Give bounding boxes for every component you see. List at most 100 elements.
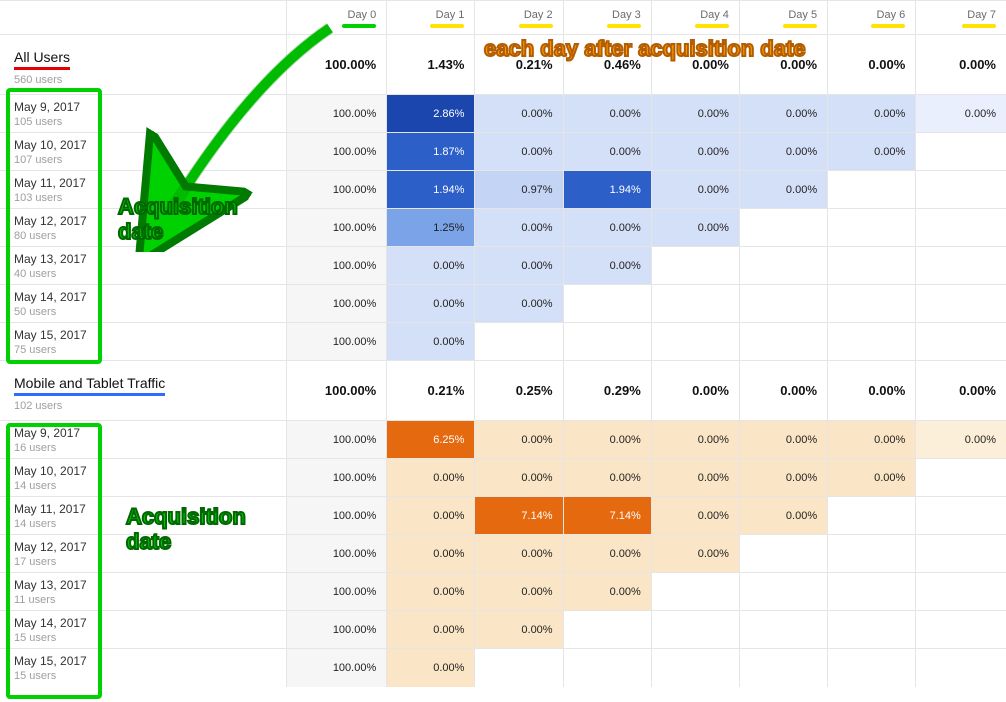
data-cell-value: 0.00% — [874, 434, 905, 446]
row-date: May 9, 2017 — [14, 426, 80, 440]
segment-summary-cell: 0.00% — [916, 35, 1006, 95]
header-day-4: Day 4 — [651, 1, 739, 35]
data-cell: 1.94% — [563, 171, 651, 209]
data-cell: 0.00% — [563, 573, 651, 611]
data-cell-value: 100.00% — [333, 434, 376, 446]
data-cell: 0.00% — [475, 421, 563, 459]
data-cell: 100.00% — [287, 247, 387, 285]
table-row: May 12, 201717 users100.00%0.00%0.00%0.0… — [0, 535, 1006, 573]
row-date: May 14, 2017 — [14, 616, 87, 630]
row-users: 14 users — [14, 480, 276, 492]
data-cell: 0.00% — [387, 459, 475, 497]
data-cell: 0.00% — [739, 133, 827, 171]
data-cell — [916, 649, 1006, 687]
row-users: 14 users — [14, 518, 276, 530]
data-cell: 1.87% — [387, 133, 475, 171]
data-cell-value: 0.00% — [786, 472, 817, 484]
data-cell: 0.00% — [651, 209, 739, 247]
cohort-table: Day 0Day 1Day 2Day 3Day 4Day 5Day 6Day 7… — [0, 0, 1006, 687]
data-cell — [916, 535, 1006, 573]
table-row: May 10, 201714 users100.00%0.00%0.00%0.0… — [0, 459, 1006, 497]
data-cell — [828, 535, 916, 573]
segment-header-1: Mobile and Tablet Traffic102 users100.00… — [0, 361, 1006, 421]
data-cell-value: 0.00% — [521, 108, 552, 120]
data-cell-value: 0.00% — [698, 184, 729, 196]
segment-summary-cell: 0.00% — [739, 361, 827, 421]
segment-link[interactable]: All Users — [14, 49, 70, 70]
table-row: May 13, 201740 users100.00%0.00%0.00%0.0… — [0, 247, 1006, 285]
row-label-cell: May 10, 2017107 users — [0, 133, 287, 171]
row-users: 40 users — [14, 268, 276, 280]
data-cell: 0.00% — [916, 421, 1006, 459]
segment-link[interactable]: Mobile and Tablet Traffic — [14, 375, 165, 396]
row-label-cell: May 13, 201740 users — [0, 247, 287, 285]
row-date: May 12, 2017 — [14, 214, 87, 228]
table-body: All Users560 users100.00%1.43%0.21%0.46%… — [0, 35, 1006, 687]
data-cell-value: 0.00% — [698, 108, 729, 120]
data-cell-value: 0.00% — [698, 434, 729, 446]
data-cell-value: 0.00% — [698, 548, 729, 560]
data-cell-value: 0.00% — [521, 624, 552, 636]
data-cell: 6.25% — [387, 421, 475, 459]
data-cell: 0.00% — [563, 535, 651, 573]
data-cell: 0.00% — [651, 133, 739, 171]
data-cell: 0.00% — [739, 459, 827, 497]
data-cell: 0.00% — [828, 421, 916, 459]
data-cell: 0.00% — [739, 421, 827, 459]
data-cell-value: 0.00% — [521, 548, 552, 560]
data-cell: 0.00% — [651, 421, 739, 459]
data-cell: 100.00% — [287, 497, 387, 535]
row-date: May 15, 2017 — [14, 328, 87, 342]
data-cell: 0.00% — [828, 133, 916, 171]
data-cell-value: 100.00% — [333, 624, 376, 636]
data-cell: 0.00% — [651, 497, 739, 535]
data-cell: 0.00% — [563, 209, 651, 247]
data-cell: 0.00% — [739, 171, 827, 209]
data-cell: 0.97% — [475, 171, 563, 209]
data-cell-value: 0.00% — [786, 184, 817, 196]
table-row: May 9, 2017105 users100.00%2.86%0.00%0.0… — [0, 95, 1006, 133]
row-date: May 12, 2017 — [14, 540, 87, 554]
data-cell-value: 1.94% — [433, 184, 464, 196]
data-cell-value: 0.00% — [610, 222, 641, 234]
data-cell — [651, 247, 739, 285]
header-day-1: Day 1 — [387, 1, 475, 35]
data-cell — [739, 247, 827, 285]
data-cell: 1.94% — [387, 171, 475, 209]
row-users: 15 users — [14, 632, 276, 644]
data-cell-value: 100.00% — [333, 108, 376, 120]
data-cell-value: 7.14% — [521, 510, 552, 522]
data-cell — [651, 285, 739, 323]
data-cell-value: 0.00% — [433, 336, 464, 348]
data-cell-value: 1.94% — [610, 184, 641, 196]
header-day-6: Day 6 — [828, 1, 916, 35]
data-cell-value: 0.00% — [433, 624, 464, 636]
row-date: May 10, 2017 — [14, 138, 87, 152]
data-cell — [828, 611, 916, 649]
data-cell-value: 0.00% — [610, 260, 641, 272]
data-cell: 0.00% — [651, 171, 739, 209]
data-cell-value: 7.14% — [610, 510, 641, 522]
data-cell-value: 100.00% — [333, 336, 376, 348]
data-cell — [916, 133, 1006, 171]
header-day-0: Day 0 — [287, 1, 387, 35]
header-day-7: Day 7 — [916, 1, 1006, 35]
data-cell — [475, 323, 563, 361]
segment-summary-cell: 0.21% — [387, 361, 475, 421]
segment-summary-cell: 0.00% — [916, 361, 1006, 421]
data-cell: 0.00% — [563, 459, 651, 497]
row-users: 16 users — [14, 442, 276, 454]
data-cell: 100.00% — [287, 421, 387, 459]
table-row: May 11, 201714 users100.00%0.00%7.14%7.1… — [0, 497, 1006, 535]
data-cell: 0.00% — [387, 649, 475, 687]
data-cell: 0.00% — [916, 95, 1006, 133]
segment-summary-cell: 0.21% — [475, 35, 563, 95]
data-cell — [739, 535, 827, 573]
row-users: 103 users — [14, 192, 276, 204]
data-cell: 2.86% — [387, 95, 475, 133]
data-cell-value: 0.00% — [433, 586, 464, 598]
data-cell-value: 100.00% — [333, 260, 376, 272]
row-date: May 9, 2017 — [14, 100, 80, 114]
data-cell: 0.00% — [563, 95, 651, 133]
data-cell-value: 100.00% — [333, 472, 376, 484]
